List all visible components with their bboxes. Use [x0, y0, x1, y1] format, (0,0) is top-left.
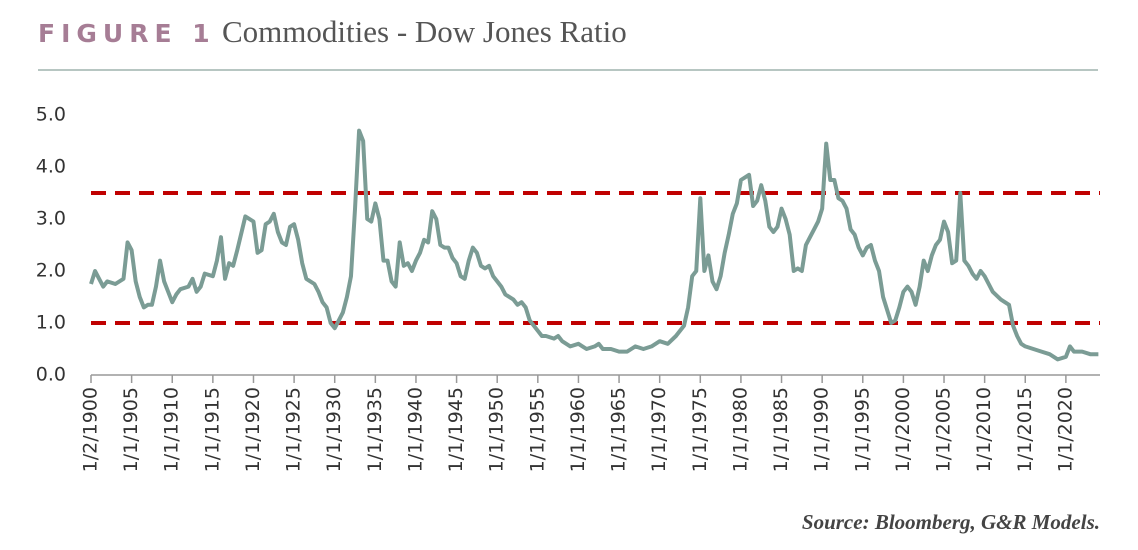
x-tick-label: 1/1/1990 [811, 387, 833, 472]
y-tick-label: 4.0 [36, 156, 66, 178]
x-tick-label: 1/1/1985 [770, 387, 792, 472]
y-tick-label: 0.0 [36, 364, 66, 386]
x-tick-label: 1/1/1915 [201, 387, 223, 472]
x-tick-label: 1/1/1975 [689, 387, 711, 472]
x-tick-label: 1/1/1945 [445, 387, 467, 472]
x-tick-label: 1/1/2015 [1014, 387, 1036, 472]
x-tick-label: 1/1/1995 [851, 387, 873, 472]
x-tick-label: 1/1/1935 [364, 387, 386, 472]
y-tick-label: 2.0 [36, 260, 66, 282]
x-tick-label: 1/1/1970 [648, 387, 670, 472]
data-line [89, 128, 1099, 362]
x-tick-label: 1/1/1940 [404, 387, 426, 472]
x-tick-label: 1/1/1950 [486, 387, 508, 472]
x-tick-label: 1/1/1910 [161, 387, 183, 472]
x-tick-label: 1/1/1905 [120, 387, 142, 472]
x-tick-label: 1/1/1965 [608, 387, 630, 472]
y-tick-label: 1.0 [36, 312, 66, 334]
x-tick-label: 1/1/2010 [973, 387, 995, 472]
x-tick-label: 1/1/1925 [283, 387, 305, 472]
source-note: Source: Bloomberg, G&R Models. [802, 510, 1100, 534]
x-tick-label: 1/2/1900 [80, 387, 102, 472]
chart-title: Commodities - Dow Jones Ratio [222, 14, 627, 49]
x-tick-label: 1/1/1980 [729, 387, 751, 472]
y-tick-label: 5.0 [36, 104, 66, 126]
figure-label: FIGURE 1 [38, 19, 216, 48]
x-tick-label: 1/1/1930 [323, 387, 345, 472]
x-tick-label: 1/1/2020 [1054, 387, 1076, 472]
x-tick-label: 1/1/2000 [892, 387, 914, 472]
x-tick-label: 1/1/1960 [567, 387, 589, 472]
x-tick-label: 1/1/2005 [933, 387, 955, 472]
y-tick-label: 3.0 [36, 208, 66, 230]
x-tick-label: 1/1/1955 [526, 387, 548, 472]
x-tick-label: 1/1/1920 [242, 387, 264, 472]
